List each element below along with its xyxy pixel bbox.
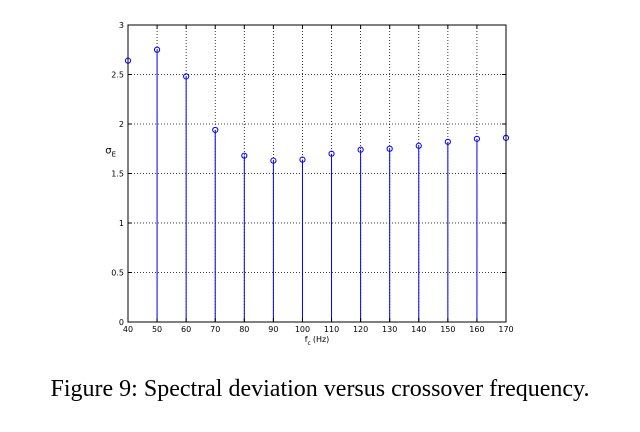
stem-marker (473, 135, 481, 142)
stem-chart: 40 50 60 70 80 90 100 110 120 130 140 150 160 170 0 0.5… (105, 21, 513, 347)
x-axis-label: fc (Hz) (305, 335, 330, 347)
stem-marker (270, 157, 277, 164)
x-tick-label: 50 (152, 325, 162, 334)
x-tick-label: 120 (353, 325, 368, 334)
y-axis-label-sub: E (112, 151, 116, 159)
stem-marker (299, 156, 306, 163)
y-tick-label: 0 (119, 318, 124, 327)
y-tick-label: 0.5 (111, 269, 124, 278)
y-axis-label-main: σ (105, 146, 112, 157)
y-tick-label: 3 (119, 21, 124, 30)
stem-marker (444, 138, 451, 145)
x-tick-label: 100 (295, 325, 310, 334)
x-axis-label-main: f (305, 335, 308, 344)
x-axis-label-sub: c (308, 340, 311, 347)
x-tick-label: 70 (210, 325, 220, 334)
stem-marker (241, 152, 248, 159)
y-axis-label: σE (105, 146, 116, 159)
stem-marker (212, 126, 219, 134)
grid-lines (128, 25, 506, 322)
y-tick-label: 1 (119, 219, 124, 228)
y-tick-label: 2.5 (111, 71, 124, 80)
x-tick-label: 60 (181, 325, 191, 334)
x-tick-label: 90 (268, 325, 278, 334)
stem-marker (328, 150, 335, 157)
y-tick-label: 1.5 (111, 170, 124, 179)
x-tick-label: 140 (411, 325, 426, 334)
x-tick-label: 150 (440, 325, 455, 334)
x-tick-label: 130 (382, 325, 397, 334)
y-tick-label: 2 (119, 120, 124, 129)
axis-ticks: 40 50 60 70 80 90 100 110 120 130 140 150 160 170 0 0.5… (111, 21, 513, 334)
x-tick-label: 110 (324, 325, 339, 334)
x-tick-label: 170 (498, 325, 513, 334)
stem-marker (415, 142, 422, 149)
stem-marker (386, 145, 393, 152)
x-tick-label: 80 (239, 325, 249, 334)
figure-caption: Figure 9: Spectral deviation versus cros… (50, 376, 590, 402)
x-tick-label: 160 (469, 325, 484, 334)
x-axis-label-unit: (Hz) (313, 335, 329, 344)
stem-marker (153, 46, 161, 53)
stem-marker (183, 73, 190, 80)
stem-marker (357, 146, 364, 153)
data-series (124, 46, 510, 322)
x-tick-label: 40 (123, 325, 133, 334)
